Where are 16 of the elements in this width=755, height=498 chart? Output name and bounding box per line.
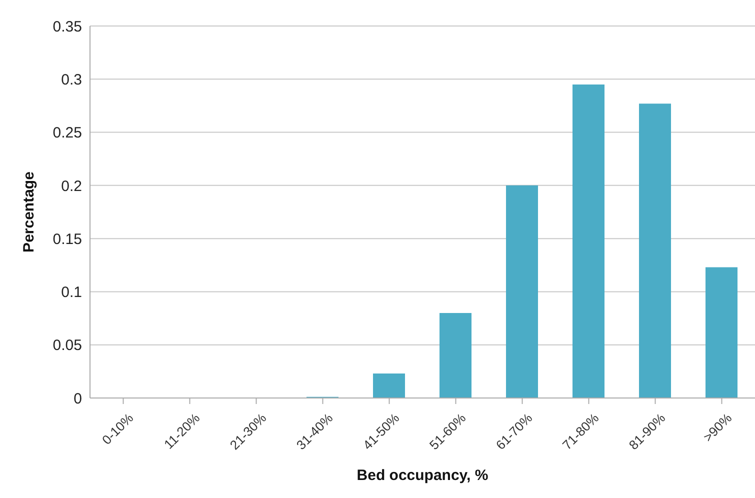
bar — [506, 185, 538, 398]
bar — [440, 312, 472, 398]
bar — [706, 267, 738, 398]
y-tick-label: 0.3 — [61, 71, 82, 88]
bar — [373, 374, 405, 398]
y-tick-label: 0.1 — [61, 284, 82, 302]
bar — [639, 104, 671, 398]
y-tick-label: 0.25 — [52, 124, 82, 142]
y-tick-label: 0 — [74, 390, 82, 408]
y-tick-label: 0.2 — [61, 178, 82, 195]
y-tick-label: 0.15 — [52, 230, 82, 248]
y-tick-label: 0.35 — [52, 18, 82, 36]
x-axis-title: Bed occupancy, % — [356, 467, 488, 484]
bar — [572, 84, 604, 398]
y-tick-label: 0.05 — [52, 337, 82, 354]
y-axis-title: Percentage — [20, 172, 38, 252]
